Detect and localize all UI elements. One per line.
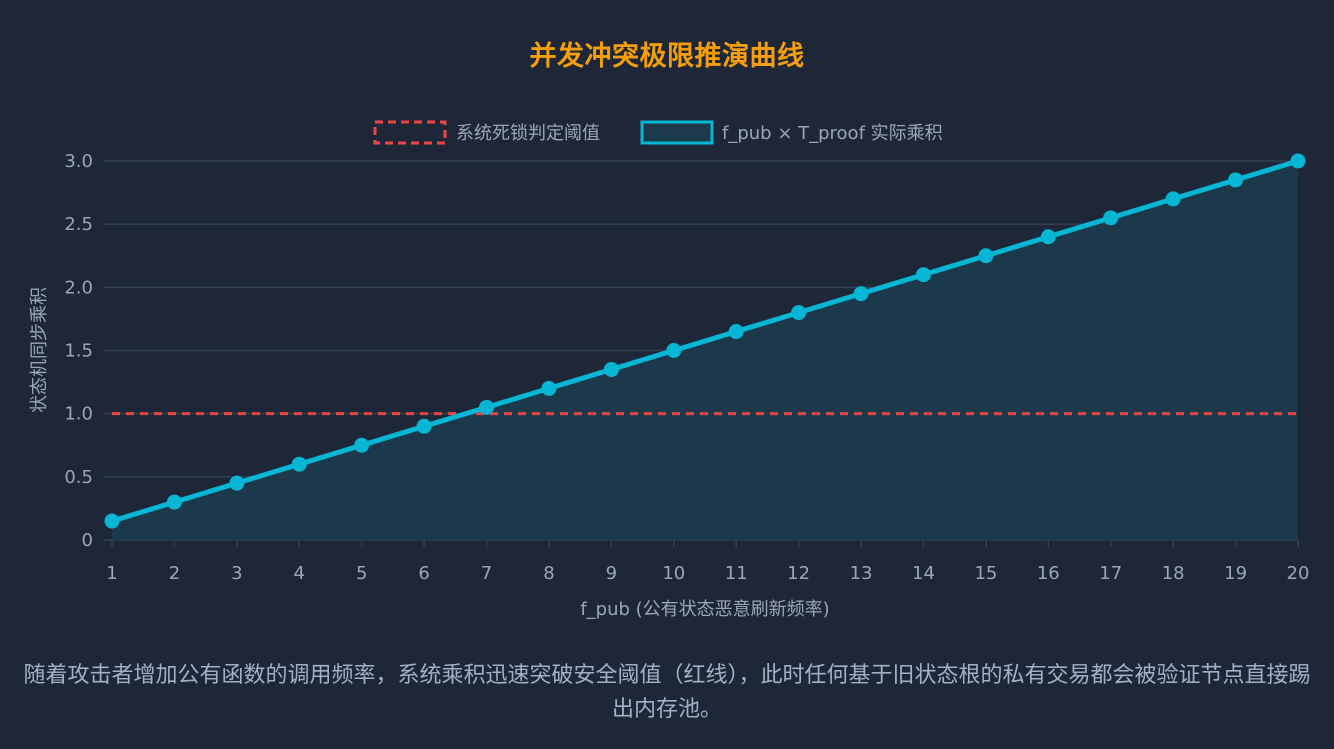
data-point (666, 343, 682, 358)
data-point (1228, 172, 1244, 188)
x-tick-label: 20 (1287, 563, 1310, 584)
y-tick-label: 1.5 (64, 341, 93, 362)
x-tick-label: 18 (1162, 563, 1185, 584)
legend-swatch-threshold (373, 120, 447, 145)
legend-label-product: f_pub × T_proof 实际乘积 (722, 123, 943, 144)
product-area-fill (112, 161, 1298, 540)
data-point (603, 361, 619, 377)
product-line-layer (111, 158, 1299, 524)
data-point (1040, 229, 1056, 245)
data-point (541, 380, 557, 396)
data-point (229, 475, 245, 491)
data-point (1290, 153, 1306, 169)
x-tick-label: 17 (1099, 563, 1122, 584)
x-tick-label: 6 (418, 563, 429, 584)
x-tick-label: 9 (606, 563, 617, 584)
x-tick-label: 12 (787, 563, 810, 584)
x-tick-label: 5 (356, 563, 367, 584)
x-tick-label: 4 (294, 563, 305, 584)
chart-legend[interactable]: 系统死锁判定阈值 f_pub × T_proof 实际乘积 (373, 120, 943, 145)
x-tick-label: 14 (912, 563, 935, 584)
x-tick-label: 3 (231, 563, 242, 584)
data-point (915, 267, 931, 283)
x-tick-label: 8 (543, 563, 554, 584)
x-axis-ticks: 1 2 3 4 5 6 7 8 9 10 11 12 13 14 15 16 17 18 19 20 (106, 540, 1309, 584)
data-point (728, 324, 744, 340)
y-axis-title: 状态机同步乘积 (29, 287, 50, 413)
legend-label-threshold: 系统死锁判定阈值 (456, 123, 600, 144)
x-tick-label: 16 (1037, 563, 1060, 584)
x-tick-label: 15 (974, 563, 997, 584)
y-tick-label: 1.0 (64, 404, 93, 425)
x-tick-label: 10 (662, 563, 685, 584)
data-point (291, 456, 307, 472)
y-tick-label: 2.5 (64, 214, 93, 235)
data-point (791, 305, 807, 321)
y-tick-label: 0.5 (64, 467, 93, 488)
y-tick-label: 3.0 (64, 151, 93, 172)
x-tick-label: 7 (481, 563, 492, 584)
y-axis-ticks: 0 0.5 1.0 1.5 2.0 2.5 3.0 (64, 151, 93, 551)
x-tick-label: 13 (850, 563, 873, 584)
data-point (978, 248, 994, 264)
area-fill-layer (112, 161, 1298, 540)
chart-title: 并发冲突极限推演曲线 (529, 41, 805, 72)
x-axis-title: f_pub (公有状态恶意刷新频率) (580, 599, 829, 620)
chart-caption: 随着攻击者增加公有函数的调用频率，系统乘积迅速突破安全阈值（红线），此时任何基于… (23, 663, 1311, 722)
x-tick-label: 11 (725, 563, 748, 584)
legend-item-threshold[interactable]: 系统死锁判定阈值 (373, 120, 600, 145)
y-tick-label: 2.0 (64, 277, 93, 298)
data-point (479, 399, 495, 415)
data-point (1103, 210, 1119, 226)
product-line (111, 158, 1299, 524)
legend-item-product[interactable]: f_pub × T_proof 实际乘积 (640, 120, 943, 145)
data-point (354, 437, 370, 453)
data-point (853, 286, 869, 302)
x-tick-label: 2 (169, 563, 180, 584)
y-tick-label: 0 (82, 530, 93, 551)
data-points-layer (104, 153, 1306, 529)
data-point (1165, 191, 1181, 207)
x-tick-label: 19 (1224, 563, 1247, 584)
data-point (166, 494, 182, 510)
x-tick-label: 1 (106, 563, 117, 584)
data-point (416, 418, 432, 434)
data-point (104, 513, 120, 529)
legend-swatch-product (640, 120, 714, 145)
